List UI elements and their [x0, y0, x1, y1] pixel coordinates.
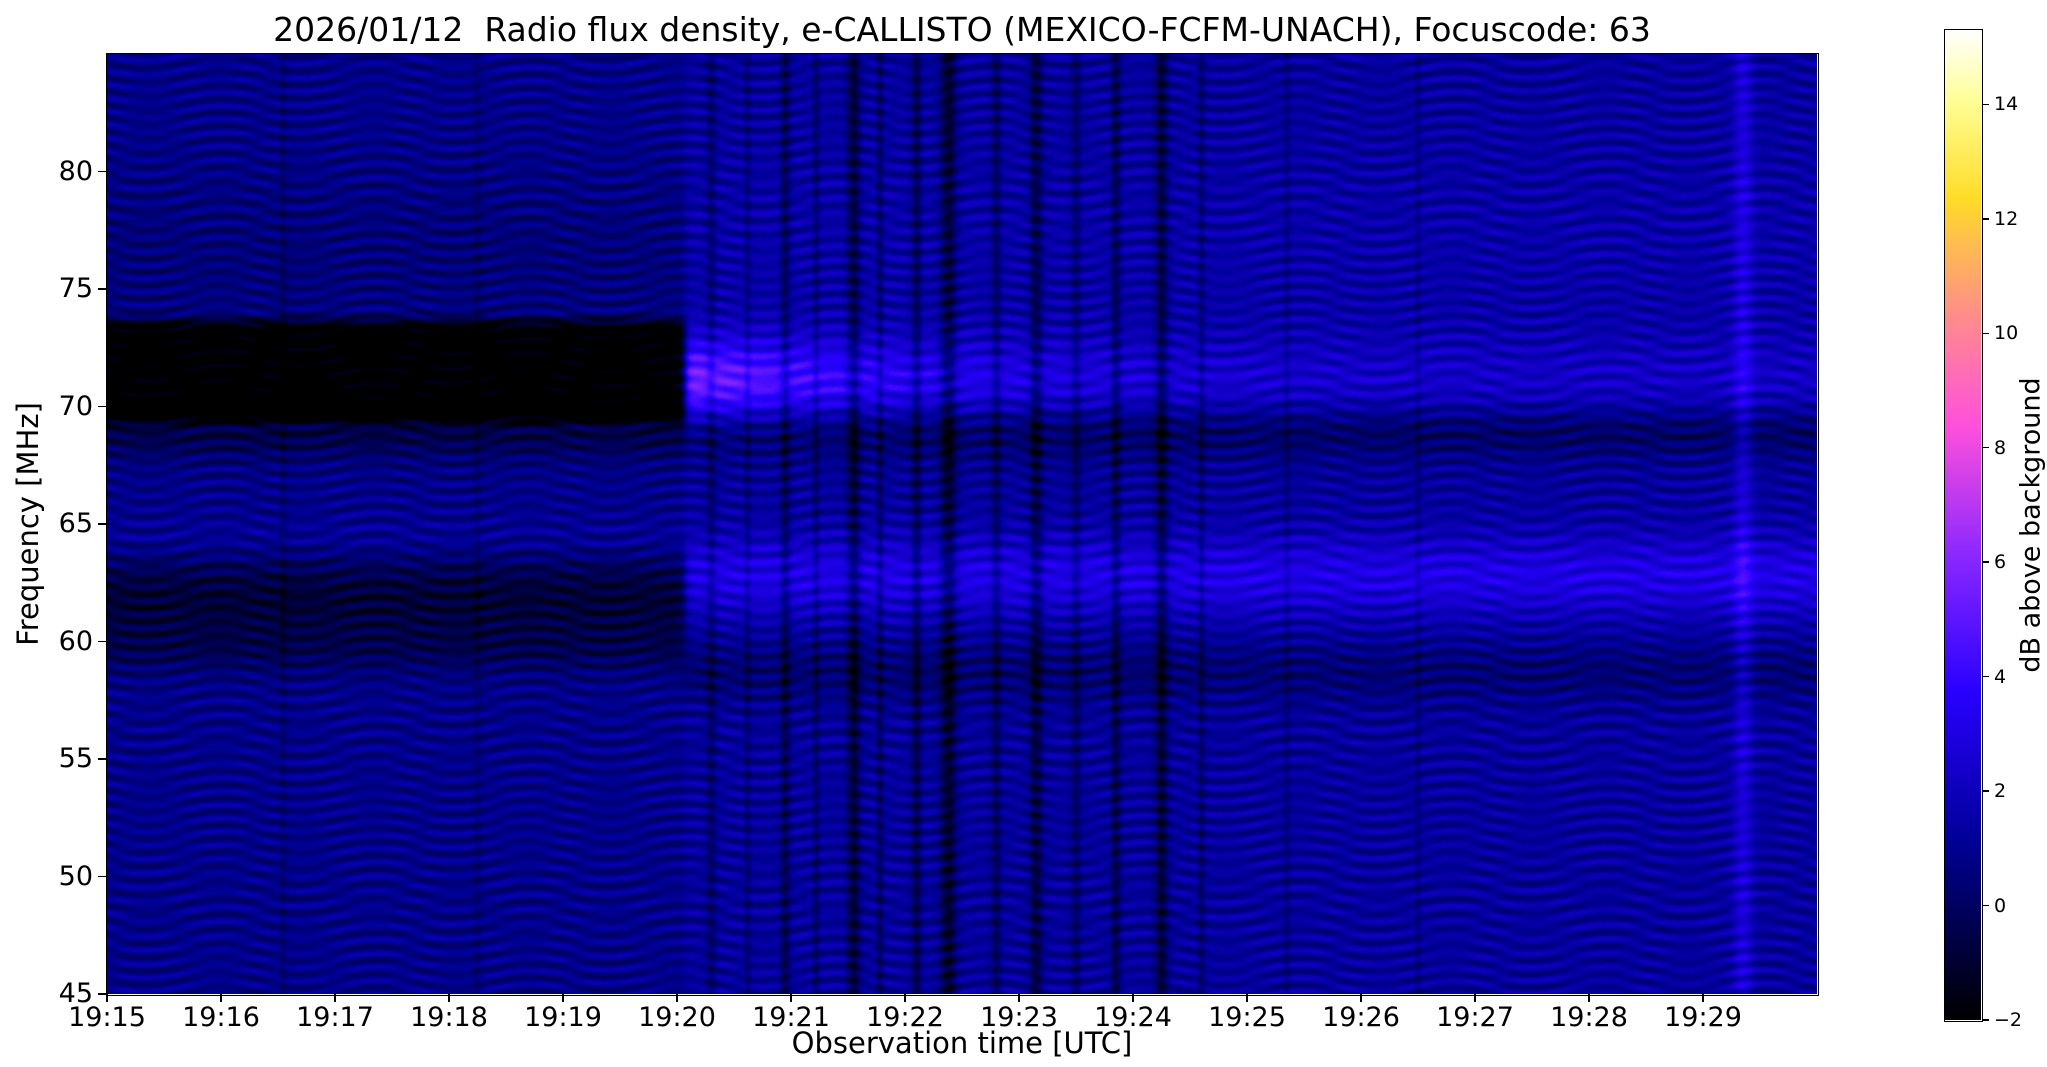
colorbar-tick-mark	[1982, 1019, 1989, 1021]
x-tick-mark	[1360, 994, 1362, 1002]
colorbar-tick-mark	[1982, 675, 1989, 678]
x-tick-mark	[1474, 994, 1476, 1002]
colorbar-label: dB above background	[2015, 377, 2047, 673]
x-tick-label: 19:18	[410, 1002, 488, 1033]
colorbar-tick-mark	[1982, 332, 1989, 335]
x-tick-label: 19:25	[1208, 1002, 1286, 1033]
colorbar	[1945, 30, 1981, 1020]
x-tick-label: 19:27	[1436, 1002, 1514, 1033]
colorbar-tick-label: 12	[1994, 207, 2019, 230]
x-tick-mark	[1018, 994, 1020, 1002]
x-tick-label: 19:21	[752, 1002, 830, 1033]
x-tick-mark	[904, 994, 906, 1002]
y-tick-mark	[98, 170, 106, 173]
y-tick-label: 60	[58, 625, 93, 657]
x-axis-label: Observation time [UTC]	[791, 1026, 1133, 1060]
x-tick-label: 19:29	[1664, 1002, 1742, 1033]
x-tick-mark	[1588, 994, 1590, 1002]
y-tick-label: 65	[58, 508, 93, 539]
colorbar-tick-label: −2	[1994, 1009, 2023, 1031]
x-tick-mark	[1702, 994, 1704, 1002]
y-tick-mark	[98, 640, 106, 643]
x-tick-mark	[790, 994, 792, 1002]
x-tick-mark	[562, 994, 564, 1002]
colorbar-tick-label: 4	[1994, 665, 2007, 688]
spectrogram-heatmap	[107, 54, 1817, 994]
colorbar-tick-label: 8	[1994, 436, 2007, 459]
y-tick-label: 80	[58, 155, 93, 187]
colorbar-tick-mark	[1982, 103, 1989, 106]
y-tick-label: 70	[58, 390, 93, 422]
colorbar-tick-label: 0	[1994, 894, 2007, 917]
x-tick-mark	[676, 994, 678, 1002]
x-tick-mark	[220, 994, 222, 1002]
x-tick-label: 19:22	[866, 1002, 944, 1033]
x-tick-mark	[1246, 994, 1248, 1002]
x-tick-mark	[106, 994, 108, 1002]
x-tick-label: 19:24	[1094, 1002, 1172, 1033]
x-tick-label: 19:23	[980, 1002, 1058, 1033]
x-tick-mark	[334, 994, 336, 1002]
y-tick-mark	[98, 993, 106, 995]
y-tick-mark	[98, 875, 106, 878]
colorbar-tick-mark	[1982, 904, 1989, 907]
colorbar-tick-label: 14	[1994, 93, 2019, 116]
chart-title: 2026/01/12 Radio flux density, e-CALLIST…	[273, 10, 1651, 49]
y-tick-mark	[98, 288, 106, 290]
x-tick-label: 19:16	[182, 1002, 260, 1033]
x-tick-label: 19:19	[524, 1002, 602, 1033]
x-tick-label: 19:17	[296, 1002, 374, 1033]
colorbar-tick-label: 10	[1994, 322, 2019, 345]
y-tick-mark	[98, 405, 106, 408]
colorbar-tick-mark	[1982, 561, 1989, 563]
colorbar-tick-mark	[1982, 446, 1989, 449]
y-tick-label: 75	[58, 273, 93, 304]
colorbar-tick-label: 2	[1994, 780, 2007, 803]
x-tick-label: 19:26	[1322, 1002, 1400, 1033]
x-tick-mark	[1132, 994, 1134, 1002]
y-tick-mark	[98, 758, 106, 760]
colorbar-tick-mark	[1982, 218, 1989, 220]
x-tick-label: 19:15	[68, 1002, 146, 1033]
x-tick-label: 19:28	[1550, 1002, 1628, 1033]
y-tick-label: 50	[58, 860, 93, 892]
y-tick-mark	[98, 523, 106, 525]
y-tick-label: 45	[58, 978, 93, 1009]
x-tick-label: 19:20	[638, 1002, 716, 1033]
x-tick-mark	[448, 994, 450, 1002]
colorbar-tick-mark	[1982, 790, 1989, 792]
colorbar-tick-label: 6	[1994, 551, 2007, 574]
y-tick-label: 55	[58, 743, 93, 774]
